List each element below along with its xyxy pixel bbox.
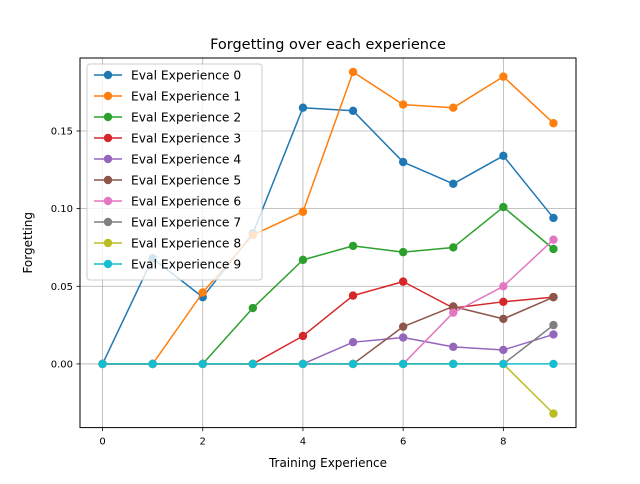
legend-swatch-marker bbox=[103, 112, 113, 122]
y-tick-label: 0.00 bbox=[51, 360, 73, 371]
data-point bbox=[549, 119, 558, 128]
legend-swatch-marker bbox=[103, 259, 113, 269]
data-point bbox=[98, 359, 107, 369]
data-point bbox=[348, 106, 358, 116]
data-point bbox=[348, 359, 358, 369]
x-tick-label: 4 bbox=[300, 437, 306, 448]
data-point bbox=[549, 213, 558, 223]
data-point bbox=[449, 359, 458, 369]
legend-label: Eval Experience 9 bbox=[131, 258, 241, 272]
legend-item: Eval Experience 6 bbox=[94, 195, 241, 209]
series-line bbox=[102, 71, 554, 365]
x-tick-label: 8 bbox=[500, 437, 506, 448]
legend-swatch-marker bbox=[103, 70, 113, 80]
legend-item: Eval Experience 9 bbox=[94, 258, 241, 272]
data-point bbox=[549, 359, 558, 369]
data-point bbox=[398, 157, 408, 167]
legend-label: Eval Experience 3 bbox=[131, 132, 241, 146]
data-point bbox=[148, 359, 157, 369]
chart-title: Forgetting over each experience bbox=[210, 37, 446, 53]
data-point bbox=[499, 282, 508, 291]
legend-item: Eval Experience 1 bbox=[94, 90, 241, 104]
data-point bbox=[449, 308, 458, 317]
legend-item: Eval Experience 2 bbox=[94, 111, 241, 125]
data-point bbox=[298, 207, 308, 216]
data-point bbox=[248, 359, 258, 369]
data-point bbox=[298, 359, 308, 369]
legend-label: Eval Experience 7 bbox=[131, 216, 241, 230]
data-point bbox=[449, 243, 458, 252]
data-point bbox=[499, 202, 508, 212]
legend-swatch-marker bbox=[103, 154, 113, 164]
data-point bbox=[398, 100, 408, 109]
data-point bbox=[398, 277, 408, 286]
data-point bbox=[398, 247, 408, 257]
legend-label: Eval Experience 0 bbox=[131, 69, 241, 83]
legend-item: Eval Experience 4 bbox=[94, 153, 241, 167]
legend-swatch-marker bbox=[103, 217, 113, 227]
y-tick-label: 0.10 bbox=[51, 204, 73, 215]
legend-box bbox=[86, 63, 263, 281]
plot-area-frame bbox=[79, 57, 577, 429]
legend-swatch-marker bbox=[103, 133, 113, 143]
x-axis-label: Training Experience bbox=[268, 456, 387, 470]
data-point bbox=[348, 291, 358, 300]
legend-item: Eval Experience 3 bbox=[94, 132, 241, 146]
axis-ticks: 0 2 4 6 8 0.00 0.05 0.10 0.15 bbox=[51, 127, 507, 448]
data-point bbox=[549, 330, 558, 339]
legend-item: Eval Experience 5 bbox=[94, 174, 241, 188]
data-point bbox=[398, 359, 408, 369]
legend-swatch-marker bbox=[103, 91, 113, 101]
data-point bbox=[348, 241, 358, 251]
legend-item: Eval Experience 0 bbox=[94, 69, 241, 83]
legend-label: Eval Experience 4 bbox=[131, 153, 241, 167]
data-point bbox=[198, 288, 207, 297]
data-point bbox=[298, 331, 308, 341]
data-point bbox=[499, 297, 508, 307]
data-point bbox=[549, 244, 558, 254]
x-tick-label: 0 bbox=[99, 437, 105, 448]
legend-item: Eval Experience 7 bbox=[94, 216, 241, 230]
legend-label: Eval Experience 5 bbox=[131, 174, 241, 188]
legend-label: Eval Experience 8 bbox=[131, 237, 241, 251]
x-tick-label: 2 bbox=[200, 437, 206, 448]
data-point bbox=[398, 322, 408, 331]
x-tick-label: 6 bbox=[400, 437, 406, 448]
data-point bbox=[298, 103, 308, 112]
data-point bbox=[549, 320, 558, 330]
data-point bbox=[499, 345, 508, 355]
data-point bbox=[499, 359, 508, 369]
legend-item: Eval Experience 8 bbox=[94, 237, 241, 251]
legend-swatch-marker bbox=[103, 238, 113, 248]
legend-label: Eval Experience 1 bbox=[131, 90, 241, 104]
data-point bbox=[348, 67, 358, 77]
data-point bbox=[449, 179, 458, 188]
legend-label: Eval Experience 6 bbox=[131, 195, 241, 209]
y-tick-label: 0.15 bbox=[51, 127, 73, 138]
data-point bbox=[449, 103, 458, 112]
series-9 bbox=[98, 359, 558, 369]
series-lines bbox=[98, 67, 558, 418]
data-point bbox=[499, 151, 508, 161]
data-point bbox=[248, 303, 258, 313]
data-point bbox=[449, 342, 458, 352]
data-point bbox=[198, 359, 207, 369]
data-point bbox=[298, 255, 308, 265]
data-point bbox=[549, 409, 558, 418]
data-point bbox=[499, 72, 508, 81]
legend-label: Eval Experience 2 bbox=[131, 111, 241, 125]
data-point bbox=[499, 314, 508, 324]
y-tick-label: 0.05 bbox=[51, 282, 73, 293]
legend-swatch-marker bbox=[103, 175, 113, 185]
data-point bbox=[449, 302, 458, 311]
y-axis-label: Forgetting bbox=[21, 212, 35, 274]
legend: Eval Experience 0 Eval Experience 1 Eval E… bbox=[86, 63, 263, 281]
data-point bbox=[398, 333, 408, 342]
data-point bbox=[549, 235, 558, 244]
legend-swatch-marker bbox=[103, 196, 113, 206]
data-point bbox=[348, 337, 358, 347]
data-point bbox=[549, 292, 558, 302]
